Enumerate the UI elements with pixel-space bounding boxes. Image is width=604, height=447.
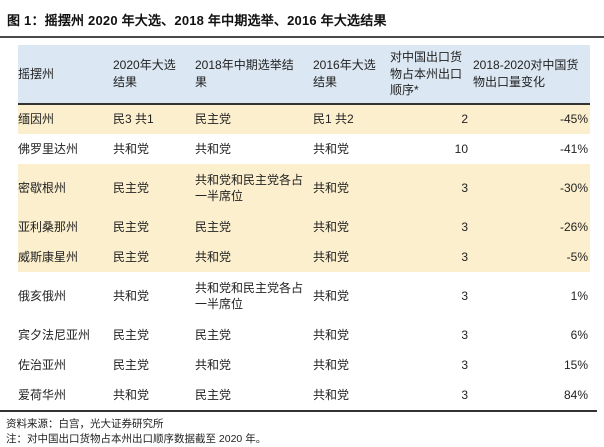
cell-2016-result: 共和党 <box>313 288 350 303</box>
cell-export-change: -30% <box>473 164 590 212</box>
cell-export-change: 15% <box>563 357 588 372</box>
cell-china-export-rank: 2 <box>390 104 473 134</box>
figure-footer: 资料来源：白宫，光大证券研究所 注：对中国出口货物占本州出口顺序数据截至 202… <box>0 412 604 447</box>
cell-2018-result: 共和党 <box>195 141 232 156</box>
table-row: 俄亥俄州 共和党 共和党和民主党各占一半席位 共和党 3 1% <box>18 272 590 320</box>
col-header-2018-result: 2018年中期选举结果 <box>195 45 313 105</box>
cell-state: 亚利桑那州 <box>18 212 113 242</box>
table-row: 佐治亚州 民主党 共和党 共和党 3 15% <box>18 350 590 380</box>
cell-2020-result: 民3 共1 <box>113 104 195 134</box>
col-header-2016-result: 2016年大选结果 <box>313 45 390 105</box>
cell-2016-result: 共和党 <box>313 387 350 402</box>
cell-2018-result: 民主党 <box>195 212 313 242</box>
cell-2018-result: 民主党 <box>195 387 232 402</box>
table-row: 爱荷华州 共和党 民主党 共和党 3 84% <box>18 380 590 410</box>
cell-china-export-rank: 3 <box>390 212 473 242</box>
cell-2016-result: 共和党 <box>313 212 390 242</box>
table-row: 佛罗里达州 共和党 共和党 共和党 10 -41% <box>18 134 590 164</box>
cell-2020-result: 民主党 <box>113 242 195 272</box>
title-rule <box>0 36 604 38</box>
cell-china-export-rank: 3 <box>461 288 468 303</box>
cell-2018-result: 共和党和民主党各占一半席位 <box>195 164 313 212</box>
col-header-2020-result: 2020年大选结果 <box>113 45 195 105</box>
cell-2016-result: 共和党 <box>313 164 390 212</box>
source-note: 资料来源：白宫，光大证券研究所 <box>6 418 164 430</box>
cell-export-change: -41% <box>559 141 588 156</box>
cell-export-change: -5% <box>473 242 590 272</box>
cell-state: 佐治亚州 <box>18 357 67 372</box>
cell-china-export-rank: 3 <box>461 357 468 372</box>
cell-2016-result: 民1 共2 <box>313 104 390 134</box>
cell-china-export-rank: 10 <box>454 141 468 156</box>
cell-2016-result: 共和党 <box>313 141 350 156</box>
cell-china-export-rank: 3 <box>461 387 468 402</box>
cell-2020-result: 民主党 <box>113 212 195 242</box>
cell-state: 俄亥俄州 <box>18 288 67 303</box>
cell-state: 密歇根州 <box>18 164 113 212</box>
cell-2020-result: 共和党 <box>113 387 150 402</box>
cell-2018-result: 民主党 <box>195 327 232 342</box>
swing-states-table: 摇摆州 2020年大选结果 2018年中期选举结果 2016年大选结果 对中国出… <box>18 45 590 410</box>
header-row: 摇摆州 2020年大选结果 2018年中期选举结果 2016年大选结果 对中国出… <box>18 45 590 105</box>
cell-state: 威斯康星州 <box>18 242 113 272</box>
cell-state: 宾夕法尼亚州 <box>18 327 91 342</box>
table-row: 亚利桑那州 民主党 民主党 共和党 3 -26% <box>18 212 590 242</box>
cell-export-change: -45% <box>473 104 590 134</box>
cell-2018-result: 共和党 <box>195 357 232 372</box>
cell-export-change: 6% <box>570 327 588 342</box>
cell-2020-result: 民主党 <box>113 357 150 372</box>
cell-2020-result: 共和党 <box>113 141 150 156</box>
cell-china-export-rank: 3 <box>390 242 473 272</box>
cell-2018-result: 民主党 <box>195 104 313 134</box>
table-bottom-rule <box>0 410 597 412</box>
cell-state: 缅因州 <box>18 104 113 134</box>
table-body: 缅因州 民3 共1 民主党 民1 共2 2 -45% 佛罗里达州 共和党 共和党… <box>18 104 590 410</box>
cell-state: 佛罗里达州 <box>18 141 79 156</box>
cell-china-export-rank: 3 <box>461 327 468 342</box>
cell-2018-result: 共和党和民主党各占一半席位 <box>195 280 304 311</box>
table-header: 摇摆州 2020年大选结果 2018年中期选举结果 2016年大选结果 对中国出… <box>18 45 590 105</box>
cell-2020-result: 共和党 <box>113 288 150 303</box>
col-header-swing-state: 摇摆州 <box>18 45 113 105</box>
table-row: 威斯康星州 民主党 共和党 共和党 3 -5% <box>18 242 590 272</box>
cell-export-change: 84% <box>563 387 588 402</box>
col-header-export-change: 2018-2020对中国货物出口量变化 <box>473 45 590 105</box>
footnote: 注：对中国出口货物占本州出口顺序数据截至 2020 年。 <box>6 433 267 446</box>
cell-2020-result: 民主党 <box>113 164 195 212</box>
cell-export-change: -26% <box>473 212 590 242</box>
cell-2018-result: 共和党 <box>195 242 313 272</box>
col-header-china-export-rank: 对中国出口货物占本州出口顺序* <box>390 45 473 105</box>
cell-2016-result: 共和党 <box>313 242 390 272</box>
cell-export-change: 1% <box>570 288 588 303</box>
cell-2020-result: 民主党 <box>113 327 150 342</box>
cell-2016-result: 共和党 <box>313 327 350 342</box>
figure-title: 图 1：摇摆州 2020 年大选、2018 年中期选举、2016 年大选结果 <box>7 13 387 28</box>
table-row: 密歇根州 民主党 共和党和民主党各占一半席位 共和党 3 -30% <box>18 164 590 212</box>
cell-china-export-rank: 3 <box>390 164 473 212</box>
table-row: 宾夕法尼亚州 民主党 民主党 共和党 3 6% <box>18 320 590 350</box>
cell-2016-result: 共和党 <box>313 357 350 372</box>
table-row: 缅因州 民3 共1 民主党 民1 共2 2 -45% <box>18 104 590 134</box>
cell-state: 爱荷华州 <box>18 387 67 402</box>
